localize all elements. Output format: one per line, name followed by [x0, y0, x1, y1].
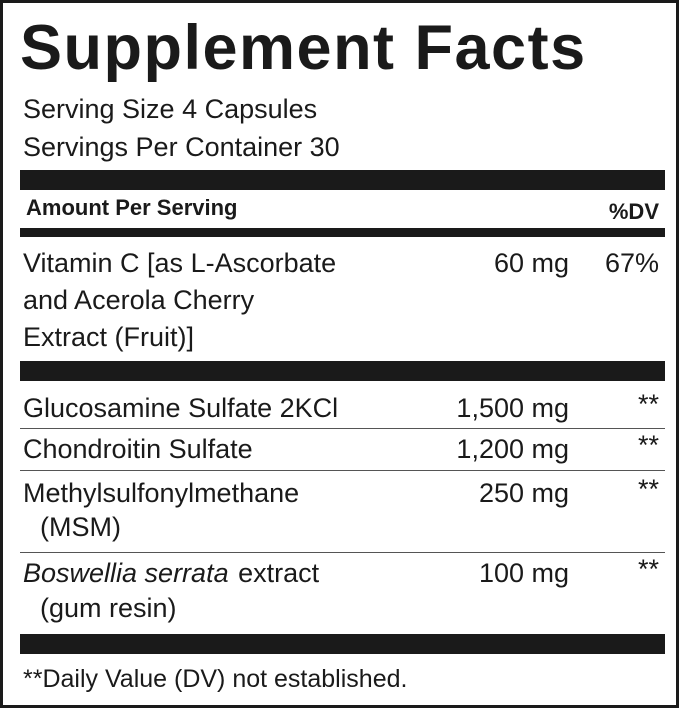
ingredient-name-italic: Boswellia serrata	[23, 558, 229, 588]
ingredient-name: (MSM)	[40, 512, 121, 542]
title: Supplement Facts	[20, 13, 587, 83]
ingredient-name: (gum resin)	[40, 593, 177, 623]
servings-per-container: Servings Per Container 30	[23, 132, 340, 162]
amount: 100 mg	[478, 558, 569, 588]
ingredient-name: Vitamin C [as L-Ascorbate	[23, 248, 337, 278]
row-rule	[20, 428, 665, 429]
amount: 60 mg	[493, 248, 569, 278]
ingredient-name: Extract (Fruit)]	[23, 322, 195, 352]
thick-bar	[20, 361, 665, 381]
ingredient-name: Chondroitin Sulfate	[23, 434, 253, 464]
daily-value: **	[637, 554, 659, 584]
amount-header: Amount Per Serving	[26, 195, 238, 220]
ingredient-name: extract	[238, 558, 320, 588]
dv-header: %DV	[608, 199, 659, 224]
serving-size: Serving Size 4 Capsules	[23, 94, 318, 124]
daily-value: **	[637, 474, 659, 504]
thick-bar	[20, 634, 665, 654]
row-rule	[20, 470, 665, 471]
ingredient-name: Methylsulfonylmethane	[23, 478, 300, 508]
ingredient-name: and Acerola Cherry	[23, 285, 255, 315]
thick-bar	[20, 170, 665, 190]
daily-value: **	[637, 430, 659, 460]
ingredient-name: Glucosamine Sulfate 2KCl	[23, 393, 339, 423]
amount: 1,200 mg	[456, 434, 569, 464]
amount: 1,500 mg	[456, 393, 569, 423]
medium-bar	[20, 228, 665, 237]
ingredient-name: Boswellia serrata extract	[23, 557, 319, 589]
footnote: **Daily Value (DV) not established.	[23, 665, 408, 693]
amount: 250 mg	[478, 478, 569, 508]
row-rule	[20, 552, 665, 553]
daily-value: **	[637, 389, 659, 419]
daily-value: 67%	[604, 248, 659, 278]
